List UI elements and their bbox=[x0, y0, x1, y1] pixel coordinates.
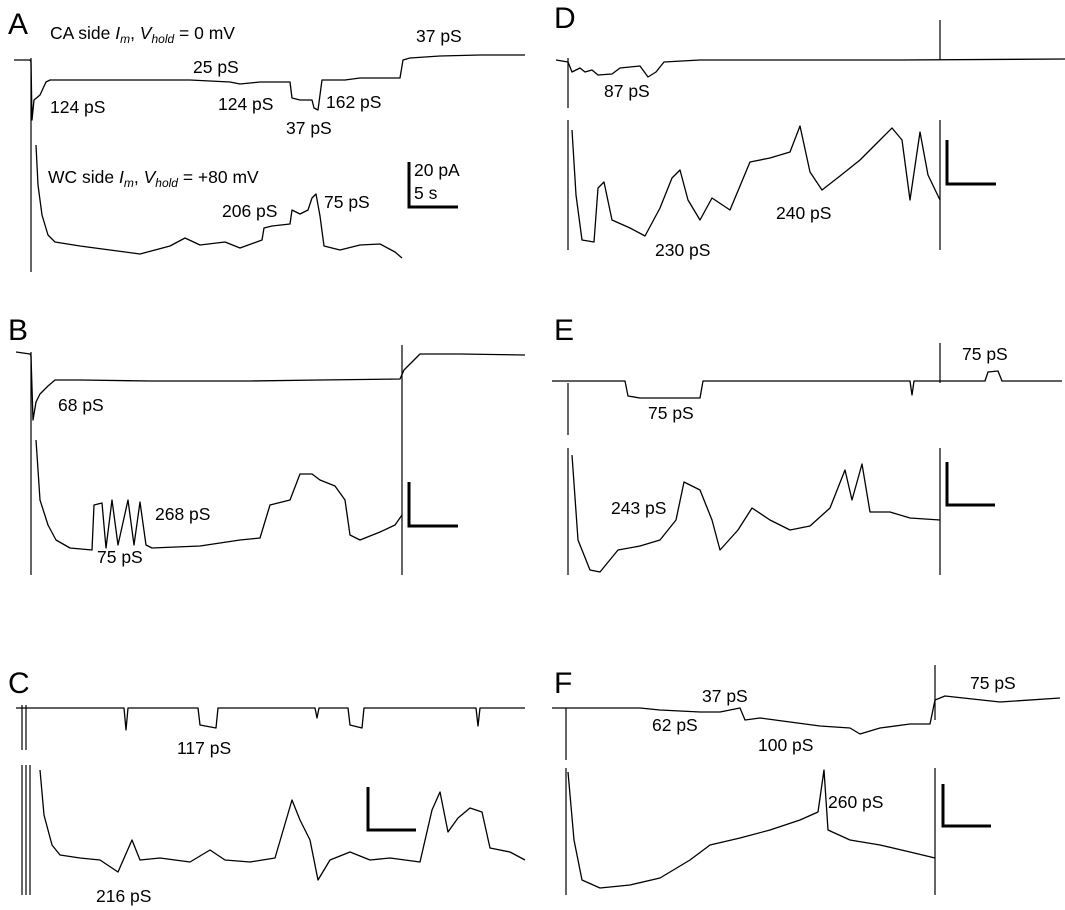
ca-trace-d bbox=[555, 58, 1065, 78]
wc-trace-a bbox=[35, 144, 403, 259]
scale-bar-time: 5 s bbox=[414, 183, 438, 203]
ca-side-label-a: CA side Im, Vhold = 0 mV bbox=[50, 23, 235, 46]
panel-letter-e: E bbox=[554, 314, 574, 347]
wc-trace-f bbox=[567, 769, 936, 889]
panel-letter-b: B bbox=[8, 314, 28, 347]
wc-trace-e bbox=[571, 454, 941, 573]
wc-trace-c bbox=[39, 769, 526, 881]
label-f-260: 260 pS bbox=[828, 792, 883, 812]
label-d-87: 87 pS bbox=[604, 81, 650, 101]
wc-side-label-a: WC side Im, Vhold = +80 mV bbox=[48, 167, 259, 190]
scale-bar-b bbox=[407, 482, 458, 528]
panel-b: B 68 pS 268 pS 75 pS bbox=[8, 314, 526, 575]
label-b-75: 75 pS bbox=[97, 547, 143, 567]
ca-trace-c bbox=[16, 707, 525, 731]
label-c-117: 117 pS bbox=[177, 738, 231, 758]
label-b-268: 268 pS bbox=[155, 504, 210, 524]
label-e-75-upper: 75 pS bbox=[962, 344, 1008, 364]
label-a-124-right: 124 pS bbox=[218, 94, 273, 114]
label-e-75-lower: 75 pS bbox=[648, 403, 694, 423]
panel-letter-d: D bbox=[554, 2, 576, 35]
panel-letter-c: C bbox=[8, 667, 30, 700]
panel-e: E 75 pS 75 pS 243 pS bbox=[552, 314, 1062, 575]
scale-bar-current: 20 pA bbox=[414, 160, 460, 180]
panel-f: F 37 pS 62 pS 100 pS 75 pS 260 pS bbox=[552, 665, 1061, 895]
label-a-124-left: 124 pS bbox=[50, 97, 105, 117]
scale-bar-e bbox=[945, 462, 995, 507]
label-d-230: 230 pS bbox=[655, 240, 710, 260]
label-f-37: 37 pS bbox=[702, 686, 748, 706]
ca-trace-a bbox=[14, 54, 525, 121]
scale-bar-c bbox=[366, 787, 416, 832]
label-d-240: 240 pS bbox=[776, 203, 831, 223]
label-c-216: 216 pS bbox=[96, 886, 151, 906]
panel-d: D 87 pS 230 pS 240 pS bbox=[554, 2, 1065, 260]
label-a-162: 162 pS bbox=[326, 92, 381, 112]
panel-letter-a: A bbox=[8, 8, 28, 41]
label-a-206: 206 pS bbox=[222, 201, 277, 221]
label-a-75: 75 pS bbox=[324, 192, 370, 212]
ca-trace-b bbox=[15, 351, 526, 421]
ca-trace-e bbox=[552, 370, 1062, 399]
scale-bar-d bbox=[945, 140, 996, 186]
label-f-100: 100 pS bbox=[758, 735, 813, 755]
label-f-75: 75 pS bbox=[970, 673, 1016, 693]
scale-bar-a: 20 pA 5 s bbox=[407, 160, 460, 209]
label-f-62: 62 pS bbox=[652, 715, 698, 735]
panel-a: A CA side Im, Vhold = 0 mV WC side Im, V… bbox=[8, 8, 525, 272]
label-a-25: 25 pS bbox=[193, 57, 239, 77]
label-a-37-lower: 37 pS bbox=[286, 118, 332, 138]
ca-trace-f bbox=[552, 695, 1061, 735]
wc-trace-b bbox=[35, 439, 403, 551]
wc-trace-d bbox=[571, 125, 941, 243]
panel-letter-f: F bbox=[554, 667, 572, 700]
label-b-68: 68 pS bbox=[58, 395, 104, 415]
panel-c: C 117 pS 216 pS bbox=[8, 667, 526, 906]
label-e-243: 243 pS bbox=[611, 498, 666, 518]
label-a-37-upper: 37 pS bbox=[416, 26, 462, 46]
scale-bar-f bbox=[941, 784, 991, 828]
